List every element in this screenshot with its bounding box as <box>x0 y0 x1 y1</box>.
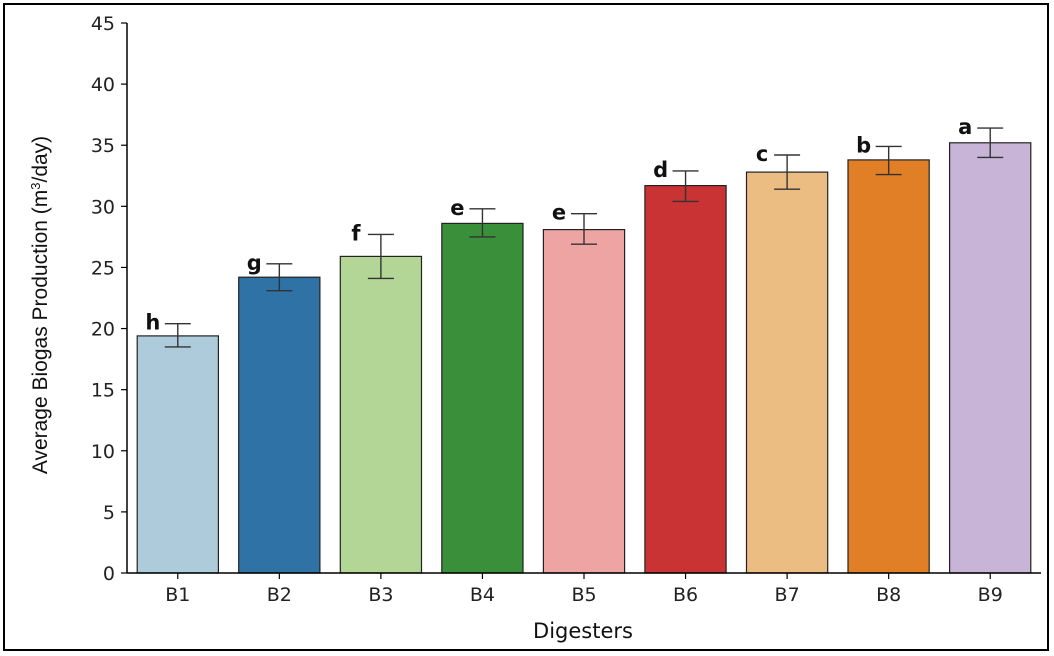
significance-letter-b3: f <box>351 221 361 245</box>
y-tick-label-35: 35 <box>91 135 115 157</box>
bar-b7 <box>745 171 829 574</box>
y-tick-label-10: 10 <box>91 441 115 463</box>
x-tick-label-b6: B6 <box>673 584 698 606</box>
y-axis-title-sup: 3 <box>28 183 43 190</box>
bar-b6 <box>644 185 727 574</box>
y-tick-label-45: 45 <box>91 13 115 35</box>
bar-b1 <box>136 335 219 574</box>
bar-b8 <box>847 159 930 574</box>
y-tick-label-15: 15 <box>91 380 115 402</box>
bar-b4 <box>441 222 524 574</box>
x-tick-label-b8: B8 <box>876 584 901 606</box>
y-tick-label-0: 0 <box>103 563 115 585</box>
x-axis-title: Digesters <box>533 619 633 643</box>
significance-letter-b4: e <box>450 196 464 220</box>
significance-letter-b6: d <box>653 158 668 182</box>
significance-letter-b5: e <box>552 201 566 225</box>
y-tick-label-5: 5 <box>103 502 115 524</box>
y-axis-title: Average Biogas Production (m3/day) <box>28 136 53 474</box>
y-tick-label-20: 20 <box>91 319 115 341</box>
x-tick-label-b2: B2 <box>267 584 292 606</box>
x-tick-label-b7: B7 <box>775 584 800 606</box>
y-tick-label-30: 30 <box>91 196 115 218</box>
significance-letter-b7: c <box>756 142 768 166</box>
bar-b9 <box>948 142 1032 574</box>
x-tick-label-b9: B9 <box>978 584 1003 606</box>
x-tick-label-b3: B3 <box>368 584 393 606</box>
x-tick-label-b4: B4 <box>470 584 495 606</box>
y-axis-title-tail: /day) <box>29 136 52 183</box>
bar-b5 <box>542 229 626 574</box>
y-axis-title-main: Average Biogas Production (m <box>29 190 52 474</box>
significance-letter-b2: g <box>247 251 262 275</box>
x-tick-label-b5: B5 <box>571 584 596 606</box>
y-tick-label-40: 40 <box>91 74 115 96</box>
bar-b3 <box>339 255 423 574</box>
bar-b2 <box>238 276 321 574</box>
significance-letter-b1: h <box>145 311 160 335</box>
significance-letter-b9: a <box>958 115 972 139</box>
y-tick-label-25: 25 <box>91 257 115 279</box>
significance-letter-b8: b <box>856 133 871 157</box>
axes-layer: B1 B2 B3 B4 B5 B6 B7 B8 B9 0 5 10 15 20 25 30 35 40 45 <box>91 13 1041 606</box>
x-tick-label-b1: B1 <box>165 584 190 606</box>
bars-layer: h g f e e d c b a <box>136 115 1032 574</box>
